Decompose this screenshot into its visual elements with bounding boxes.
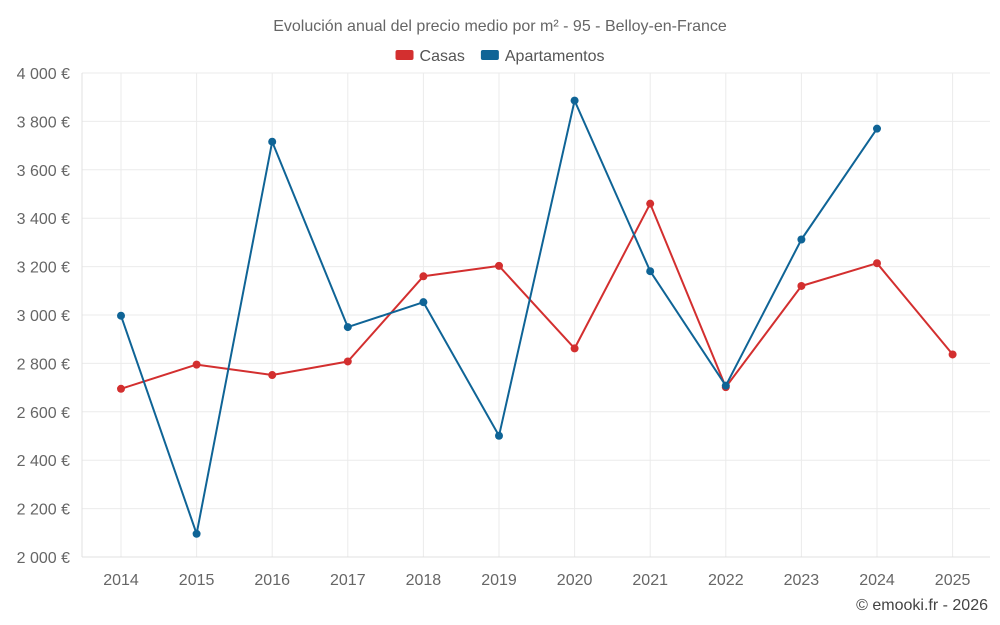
data-point[interactable] bbox=[797, 281, 806, 290]
y-tick-label: 3 400 € bbox=[17, 211, 70, 228]
data-point[interactable] bbox=[419, 298, 428, 307]
x-axis: 2014 2015 2016 2017 2018 2019 2020 2021 2022 2023… bbox=[103, 572, 970, 589]
x-tick-label: 2014 bbox=[103, 572, 139, 589]
y-tick-label: 3 800 € bbox=[17, 114, 70, 131]
y-axis: 2 000 € 2 200 € 2 400 € 2 600 € 2 800 € 3 000… bbox=[17, 66, 70, 567]
data-point[interactable] bbox=[419, 272, 428, 281]
legend-swatch bbox=[395, 50, 414, 60]
data-point[interactable] bbox=[721, 381, 730, 390]
data-point[interactable] bbox=[495, 431, 503, 440]
y-tick-label: 2 400 € bbox=[17, 453, 70, 470]
data-point[interactable] bbox=[192, 529, 201, 538]
x-tick-label: 2017 bbox=[330, 572, 366, 589]
data-point[interactable] bbox=[495, 261, 503, 270]
data-point[interactable] bbox=[268, 371, 277, 380]
data-point[interactable] bbox=[873, 124, 881, 133]
data-point[interactable] bbox=[117, 384, 125, 393]
y-tick-label: 4 000 € bbox=[17, 66, 70, 83]
data-point[interactable] bbox=[797, 235, 806, 244]
data-point[interactable] bbox=[192, 360, 201, 369]
y-tick-label: 3 600 € bbox=[17, 163, 70, 180]
x-tick-label: 2024 bbox=[859, 572, 895, 589]
data-point[interactable] bbox=[117, 311, 125, 320]
x-tick-label: 2020 bbox=[557, 572, 593, 589]
data-point[interactable] bbox=[570, 344, 579, 353]
legend-swatch bbox=[480, 50, 499, 60]
chart-title: Evolución anual del precio medio por m² … bbox=[273, 18, 727, 35]
legend-label: Apartamentos bbox=[505, 48, 605, 65]
data-point[interactable] bbox=[570, 96, 579, 105]
copyright-footer: © emooki.fr - 2026 bbox=[856, 597, 988, 614]
data-point[interactable] bbox=[948, 350, 957, 359]
legend-label: Casas bbox=[420, 48, 465, 65]
y-tick-label: 3 000 € bbox=[17, 308, 70, 325]
series bbox=[117, 96, 957, 538]
y-tick-label: 2 200 € bbox=[17, 502, 70, 519]
legend[interactable]: Casas Apartamentos bbox=[395, 48, 605, 65]
grid bbox=[81, 72, 990, 558]
x-tick-label: 2022 bbox=[708, 572, 744, 589]
y-tick-label: 2 600 € bbox=[17, 405, 70, 422]
x-tick-label: 2018 bbox=[406, 572, 442, 589]
y-tick-label: 3 200 € bbox=[17, 260, 70, 277]
data-point[interactable] bbox=[873, 259, 881, 268]
data-point[interactable] bbox=[646, 199, 655, 208]
data-point[interactable] bbox=[343, 323, 352, 332]
x-tick-label: 2016 bbox=[254, 572, 290, 589]
data-point[interactable] bbox=[343, 357, 352, 366]
x-tick-label: 2019 bbox=[481, 572, 517, 589]
data-point[interactable] bbox=[268, 137, 277, 146]
legend-item-casas[interactable]: Casas bbox=[395, 48, 465, 65]
x-tick-label: 2015 bbox=[179, 572, 215, 589]
x-tick-label: 2023 bbox=[784, 572, 820, 589]
series-line bbox=[120, 202, 954, 390]
y-tick-label: 2 800 € bbox=[17, 356, 70, 373]
series-apartamentos bbox=[117, 96, 881, 538]
legend-item-apartamentos[interactable]: Apartamentos bbox=[480, 48, 605, 65]
x-tick-label: 2025 bbox=[935, 572, 971, 589]
x-tick-label: 2021 bbox=[632, 572, 668, 589]
data-point[interactable] bbox=[646, 267, 655, 276]
y-tick-label: 2 000 € bbox=[17, 550, 70, 567]
